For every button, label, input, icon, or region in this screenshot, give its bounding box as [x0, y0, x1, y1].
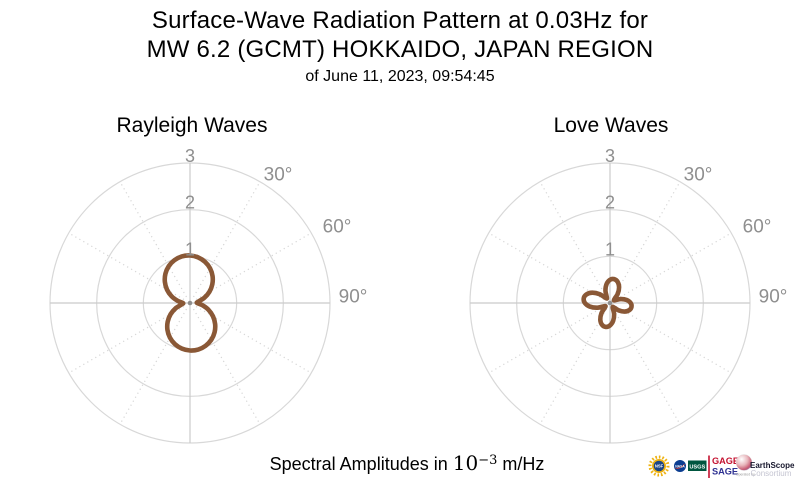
grid-spoke-dotted	[615, 305, 732, 374]
gage-label: GAGE	[712, 456, 739, 466]
gage-sage-logo: GAGE SAGE	[712, 456, 739, 477]
nsf-logo: NSF	[648, 455, 670, 477]
center-dot	[607, 300, 613, 306]
radial-tick-label: 3	[605, 146, 615, 166]
radial-tick-label: 1	[605, 239, 615, 259]
event-date-line: of June 11, 2023, 09:54:45	[305, 68, 495, 85]
grid-spoke-dotted	[195, 305, 312, 374]
caption-power: 10−3	[452, 451, 498, 475]
sage-label: SAGE	[712, 467, 738, 477]
earthscope-name: EarthScope	[750, 461, 795, 470]
rayleigh-polar-plot: 1 2 3 30° 60° 90°	[49, 146, 368, 444]
caption-suffix: m/Hz	[497, 454, 545, 474]
grid-spoke-dotted	[68, 305, 185, 374]
earthscope-logo: Operated by EarthScope Consortium	[735, 454, 795, 478]
grid-spoke-dotted	[488, 232, 605, 301]
angle-tick-label: 90°	[339, 287, 368, 308]
radial-tick-label: 3	[185, 146, 195, 166]
nasa-logo: NASA	[674, 460, 686, 472]
grid-spoke-dotted	[119, 308, 188, 425]
grid-spoke-dotted	[68, 232, 185, 301]
love-polar-plot: 1 2 3 30° 60° 90°	[469, 146, 788, 444]
grid-spoke-dotted	[539, 181, 608, 298]
grid-spoke-dotted	[192, 308, 261, 425]
grid-spoke-dotted	[612, 181, 681, 298]
angle-tick-label: 30°	[684, 165, 713, 186]
grid-spoke-dotted	[539, 308, 608, 425]
usgs-label: USGS	[689, 464, 705, 470]
nsf-label: NSF	[655, 464, 664, 469]
logo-strip: NSF NASA USGS GAGE SAGE Operated by Eart…	[648, 454, 795, 478]
grid-spoke-dotted	[612, 308, 681, 425]
angle-tick-label: 60°	[323, 217, 352, 238]
radial-tick-label: 2	[605, 193, 615, 213]
angle-tick-label: 30°	[264, 165, 293, 186]
earthscope-subname: Consortium	[751, 469, 792, 478]
grid-spoke-dotted	[119, 181, 188, 298]
radiation-pattern-line	[581, 276, 634, 330]
angle-tick-label: 60°	[743, 217, 772, 238]
main-title-line1: Surface-Wave Radiation Pattern at 0.03Hz…	[151, 7, 649, 34]
grid-spoke-dotted	[192, 181, 261, 298]
caption-prefix: Spectral Amplitudes in	[269, 454, 453, 474]
angle-tick-label: 90°	[759, 287, 788, 308]
rayleigh-title: Rayleigh Waves	[116, 114, 268, 137]
nasa-label: NASA	[675, 464, 685, 468]
love-title: Love Waves	[553, 114, 669, 137]
earthscope-globe	[735, 454, 753, 471]
grid-spoke-dotted	[488, 305, 605, 374]
main-title-block: Surface-Wave Radiation Pattern at 0.03Hz…	[0, 6, 800, 87]
main-title-line2: MW 6.2 (GCMT) HOKKAIDO, JAPAN REGION	[146, 36, 654, 63]
radial-tick-label: 1	[185, 239, 195, 259]
radiation-pattern-line	[162, 253, 218, 353]
usgs-logo: USGS	[688, 460, 707, 471]
grid-spoke-dotted	[195, 232, 312, 301]
radial-tick-label: 2	[185, 193, 195, 213]
center-dot	[187, 300, 193, 306]
grid-spoke-dotted	[615, 232, 732, 301]
units-caption: Spectral Amplitudes in 10−3 m/Hz	[0, 451, 800, 475]
earthscope-operated-by: Operated by	[736, 473, 755, 477]
